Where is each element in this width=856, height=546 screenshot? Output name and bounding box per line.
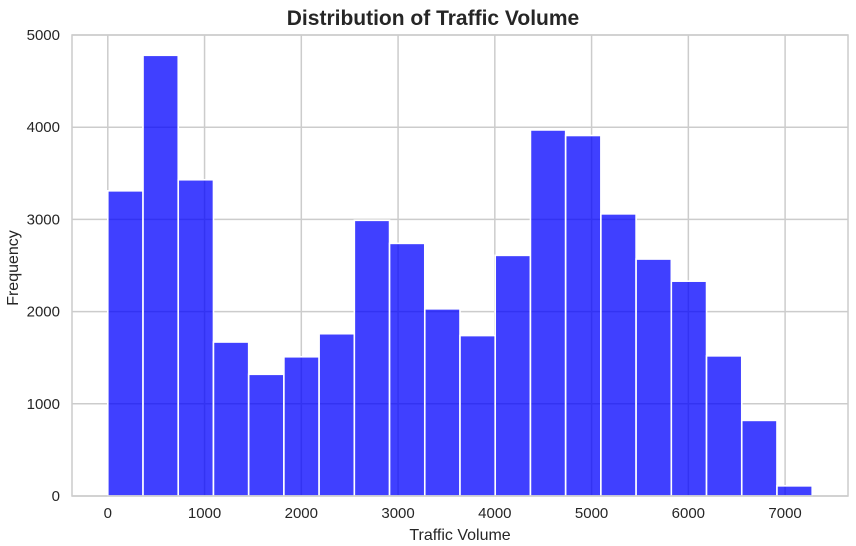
histogram-bars [107,54,813,497]
histogram-bar [423,308,461,497]
plot-area-frame [71,34,849,497]
x-tick-label: 2000 [285,505,318,522]
x-tick-label: 3000 [381,505,414,522]
x-tick-label: 6000 [672,505,705,522]
histogram-bar [529,129,567,497]
x-tick-label: 4000 [478,505,511,522]
histogram-bar [776,485,813,497]
histogram-bar [353,219,391,497]
y-tick-label: 0 [52,488,60,505]
histogram-bar [635,258,673,497]
y-tick-label: 1000 [27,396,60,413]
y-tick-label: 5000 [27,27,60,44]
histogram-bar [388,242,426,497]
histogram-bar [107,190,144,497]
histogram-bar [283,355,320,497]
y-tick-label: 3000 [27,211,60,228]
histogram-bar [212,341,250,497]
x-axis-label: Traffic Volume [409,527,510,544]
x-tick-label: 5000 [575,505,608,522]
histogram-bar [600,213,637,497]
histogram-bar [670,280,708,497]
chart-title: Distribution of Traffic Volume [287,7,579,30]
y-tick-label: 4000 [27,119,60,136]
histogram-bar [740,419,778,497]
histogram-bar [318,332,356,497]
histogram-bar [705,355,743,497]
y-axis-label: Frequency [5,230,22,306]
histogram-bar [564,134,602,497]
histogram-bar [247,373,285,497]
y-tick-label: 2000 [27,304,60,321]
x-tick-label: 7000 [768,505,801,522]
histogram-bar [494,254,532,497]
histogram-bar [177,178,215,497]
y-axis-ticks: 0 1000 2000 3000 4000 5000 [27,27,60,505]
x-tick-label: 1000 [188,505,221,522]
x-tick-label: 0 [104,505,112,522]
histogram-bar [459,334,497,497]
x-axis-ticks: 0 1000 2000 3000 4000 5000 6000 7000 [104,505,802,522]
histogram-bar [142,54,180,497]
